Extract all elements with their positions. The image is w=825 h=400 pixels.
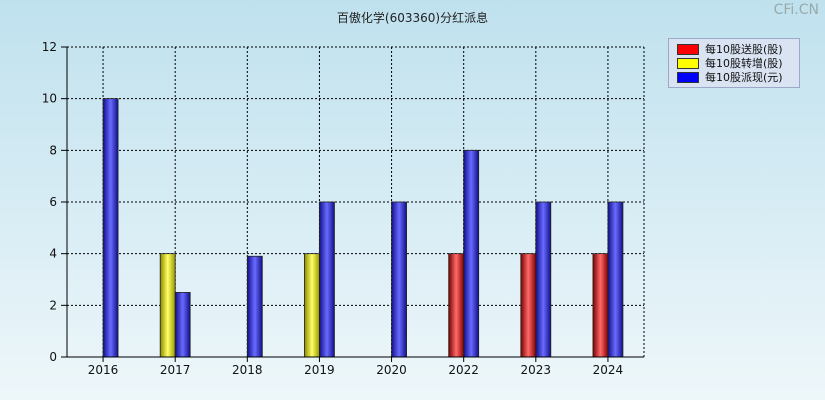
legend-label: 每10股送股(股) <box>705 43 783 56</box>
y-tick-label: 10 <box>42 92 57 106</box>
legend-item-2: 每10股转增(股) <box>677 56 783 70</box>
y-tick-label: 2 <box>49 298 57 312</box>
x-tick-label: 2023 <box>521 363 552 377</box>
bar-blue <box>319 201 335 358</box>
x-tick-label: 2024 <box>593 363 624 377</box>
y-tick-label: 0 <box>49 350 57 364</box>
bar-yellow <box>159 253 176 358</box>
bars <box>102 98 624 358</box>
bar-blue <box>391 201 407 358</box>
watermark: CFi.CN <box>773 2 819 18</box>
legend-item-3: 每10股派现(元) <box>677 70 783 84</box>
x-tick-label: 2016 <box>88 363 119 377</box>
x-tick-label: 2017 <box>160 363 191 377</box>
y-tick-label: 6 <box>49 195 57 209</box>
y-tick-label: 4 <box>49 247 57 261</box>
chart-title: 百傲化学(603360)分红派息 <box>336 11 489 25</box>
legend-swatch-blue <box>677 71 699 83</box>
x-tick-label: 2022 <box>448 363 479 377</box>
y-tick-label: 12 <box>42 40 57 54</box>
x-tick-label: 2018 <box>232 363 263 377</box>
bar-blue <box>535 201 552 358</box>
x-tick-label: 2020 <box>376 363 407 377</box>
legend-swatch-red <box>677 43 699 55</box>
bar-blue <box>174 292 191 358</box>
legend-swatch-yellow <box>677 57 699 69</box>
axes: 0 2 4 6 8 10 12 2016 2017 2018 2019 2020 2022 2023 202… <box>42 40 644 377</box>
legend: 每10股送股(股) 每10股转增(股) 每10股派现(元) <box>668 38 800 88</box>
legend-label: 每10股派现(元) <box>705 71 783 84</box>
x-tick-label: 2019 <box>304 363 335 377</box>
y-tick-label: 8 <box>49 143 57 157</box>
bar-red <box>592 253 609 358</box>
legend-item-1: 每10股送股(股) <box>677 42 783 56</box>
bar-blue <box>607 201 624 358</box>
bar-red <box>520 253 537 358</box>
bar-blue <box>463 149 480 358</box>
legend-label: 每10股转增(股) <box>705 57 783 70</box>
bar-yellow <box>304 253 320 358</box>
bar-blue <box>102 98 119 358</box>
bar-blue <box>246 255 263 358</box>
bar-red <box>448 253 465 358</box>
